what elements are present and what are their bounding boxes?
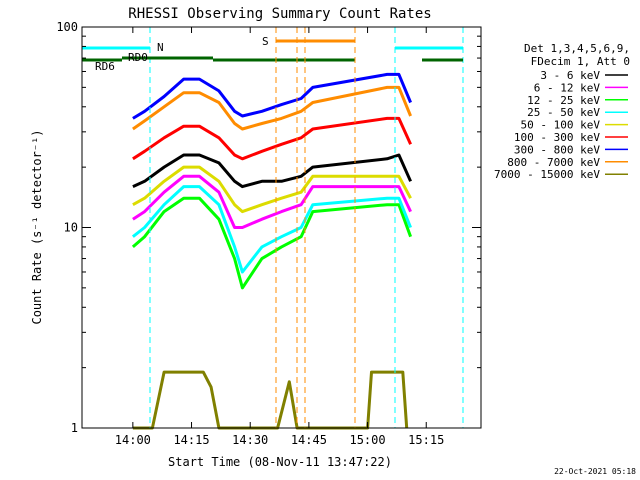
legend-title-line-2: FDecim 1, Att 0 (531, 55, 630, 68)
legend-label-3: 25 - 50 keV (527, 106, 600, 119)
legend-title-line-1: Det 1,3,4,5,6,9, (524, 42, 630, 55)
legend-label-8: 7000 - 15000 keV (494, 168, 600, 181)
x-tick-label-3: 14:45 (291, 433, 327, 447)
legend-label-4: 50 - 100 keV (521, 119, 601, 132)
annotation-label-0: N (157, 41, 164, 54)
y-tick-label-0: 1 (71, 421, 78, 435)
legend-label-7: 800 - 7000 keV (507, 156, 600, 169)
x-tick-label-0: 14:00 (115, 433, 151, 447)
legend-label-5: 100 - 300 keV (514, 131, 600, 144)
x-tick-label-5: 15:15 (408, 433, 444, 447)
series-line-3 (131, 185, 412, 274)
plot-area: N RD0 RD6 S (82, 27, 464, 430)
legend-label-0: 3 - 6 keV (540, 69, 600, 82)
annotation-label-1: RD0 (128, 51, 148, 64)
x-tick-label-2: 14:30 (232, 433, 268, 447)
legend-label-1: 6 - 12 keV (534, 81, 601, 94)
footer-timestamp: 22-Oct-2021 05:18 (554, 467, 636, 476)
x-axis-label: Start Time (08-Nov-11 13:47:22) (168, 455, 392, 469)
x-tick-label-4: 15:00 (349, 433, 385, 447)
series-line-4 (132, 165, 412, 214)
legend-label-2: 12 - 25 keV (527, 94, 600, 107)
series-line-7 (132, 85, 412, 131)
y-axis-label: Count Rate (s⁻¹ detector⁻¹) (30, 129, 44, 324)
series-line-6 (132, 72, 412, 120)
axes: 14:00 14:15 14:30 14:45 15:00 15:15 1 10 100 (56, 20, 481, 447)
annotation-label-3: S (262, 35, 269, 48)
x-tick-label-1: 14:15 (173, 433, 209, 447)
plot-frame (81, 26, 482, 429)
annotation-label-2: RD6 (95, 60, 115, 73)
series-line-8 (132, 370, 409, 430)
series-line-0 (132, 153, 412, 189)
series-line-1 (132, 174, 412, 229)
chart-title: RHESSI Observing Summary Count Rates (128, 6, 431, 22)
series-line-2 (131, 196, 413, 290)
legend-label-6: 300 - 800 keV (514, 143, 600, 156)
series-line-5 (132, 116, 412, 161)
y-tick-label-2: 100 (56, 20, 78, 34)
y-tick-label-1: 10 (64, 221, 78, 235)
